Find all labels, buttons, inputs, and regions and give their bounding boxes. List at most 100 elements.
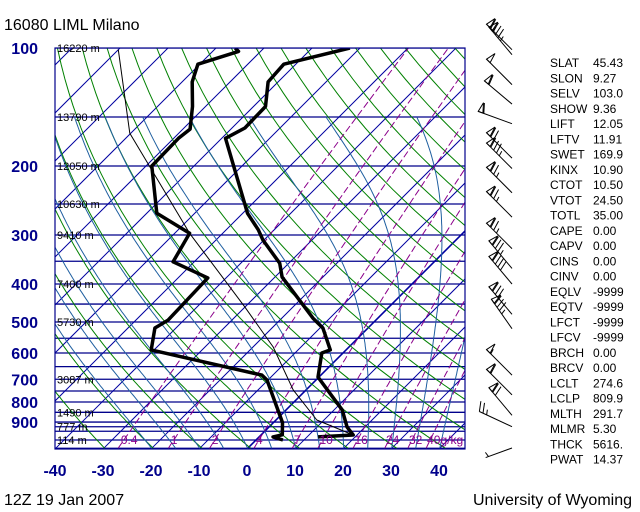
temperature-tick-label: 20 [334, 463, 352, 480]
pressure-tick-label: 400 [11, 277, 38, 294]
height-label: 3087 m [57, 374, 94, 386]
dewpoint-profile-line [149, 48, 285, 442]
wind-barb [488, 235, 513, 269]
mixing-ratio-label: 40g/kg [427, 433, 463, 447]
stat-label: CINV [550, 270, 579, 284]
stat-value: 5.30 [593, 422, 617, 436]
moist-adiabat-line [55, 323, 153, 449]
stat-value: 0.00 [593, 239, 617, 253]
barb-full [497, 242, 505, 252]
stat-label: MLTH [550, 407, 582, 421]
stat-value: 45.43 [593, 56, 623, 70]
wind-barb [488, 21, 513, 55]
barb-full [492, 22, 499, 32]
barb-staff [485, 447, 513, 459]
temperature-tick-label: -30 [91, 463, 114, 480]
stat-value: 35.00 [593, 209, 623, 223]
stat-label: LFCT [550, 315, 581, 329]
mixing-ratio-label: 32 [409, 433, 423, 447]
pressure-tick-label: 200 [11, 159, 38, 176]
plot-grid [55, 48, 465, 449]
temperature-tick-label: 10 [286, 463, 304, 480]
stat-label: SWET [550, 148, 585, 162]
barb-half [496, 172, 500, 178]
stat-value: 0.00 [593, 346, 617, 360]
barb-full [493, 140, 500, 151]
height-label: 9410 m [57, 230, 94, 242]
stat-label: THCK [550, 437, 583, 451]
mixing-ratio-label: 0.4 [121, 433, 138, 447]
stat-value: 14.37 [593, 453, 623, 467]
dry-adiabat-line [55, 390, 106, 449]
wind-barb [485, 136, 513, 169]
mixing-ratio-label: 24 [386, 433, 400, 447]
barb-flag [485, 363, 496, 374]
pressure-tick-label: 800 [11, 395, 38, 412]
height-label: 12050 m [57, 161, 100, 173]
stat-value: -9999 [593, 331, 624, 345]
barb-flag [488, 235, 499, 246]
pressure-tick-label: 600 [11, 346, 38, 363]
barb-half [496, 228, 500, 234]
barb-full [482, 402, 486, 414]
barb-half [486, 409, 488, 415]
barb-full [496, 143, 502, 154]
stat-value: 0.00 [593, 270, 617, 284]
stat-value: 809.9 [593, 392, 623, 406]
stat-label: SHOW [550, 102, 588, 116]
wind-barb [485, 363, 513, 396]
mixing-ratio-label: 7 [294, 433, 301, 447]
stat-label: BRCV [550, 361, 583, 375]
stat-value: 0.00 [593, 224, 617, 238]
chart-title: 16080 LIML Milano [4, 17, 140, 34]
wind-barb [485, 343, 513, 376]
dry-adiabat-line [55, 272, 203, 449]
mixing-ratio-line [425, 369, 465, 449]
source-label: University of Wyoming [473, 492, 632, 509]
stat-label: SLAT [550, 56, 580, 70]
wind-barb [485, 161, 513, 194]
pressure-tick-label: 900 [11, 415, 38, 432]
barb-staff [478, 110, 513, 125]
stat-value: 0.00 [593, 361, 617, 375]
stat-value: -9999 [593, 285, 624, 299]
mixing-ratio-line [117, 48, 409, 449]
height-label: 7400 m [57, 279, 94, 291]
barb-half [501, 309, 506, 315]
mixing-ratio-label: 4 [256, 433, 263, 447]
mixing-ratio-label: 2 [212, 433, 219, 447]
barb-full [490, 162, 497, 172]
wind-barb [477, 102, 513, 125]
barb-full [494, 239, 502, 249]
height-label: 1490 m [57, 407, 94, 419]
mixing-ratio-line [167, 48, 449, 449]
pressure-tick-label: 100 [11, 41, 38, 58]
barb-full [496, 298, 504, 308]
mixing-ratio-label: 1 [171, 433, 178, 447]
stat-label: PWAT [550, 453, 584, 467]
stat-value: 169.9 [593, 148, 623, 162]
parcel-profile-line [117, 49, 354, 436]
isotherm-line [343, 326, 465, 449]
observation-time: 12Z 19 Jan 2007 [4, 492, 124, 509]
barb-flag [477, 102, 484, 114]
barb-full [493, 189, 500, 199]
temperature-tick-label: 0 [243, 463, 252, 480]
dry-adiabat-line [230, 48, 465, 312]
barb-full [490, 364, 497, 374]
isotherm-line [55, 48, 457, 449]
stat-value: -9999 [593, 315, 624, 329]
isotherm-line [151, 134, 465, 449]
moist-adiabat-line [55, 197, 225, 449]
barb-full [492, 252, 499, 262]
wind-barb [485, 18, 513, 51]
moist-adiabat-line [55, 246, 201, 449]
stat-value: 9.27 [593, 71, 617, 85]
barb-staff [486, 222, 513, 250]
stat-label: LCLT [550, 376, 579, 390]
barb-staff [479, 411, 513, 428]
stat-value: 5616. [593, 437, 623, 451]
stat-value: 24.50 [593, 193, 623, 207]
dry-adiabat-line [206, 48, 465, 341]
dry-adiabat-line [156, 48, 465, 401]
